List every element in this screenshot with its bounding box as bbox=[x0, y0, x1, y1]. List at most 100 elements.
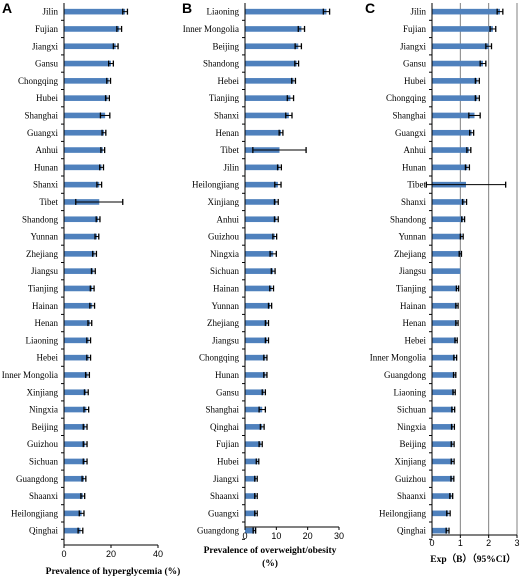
category-label: Jiangsu bbox=[212, 335, 240, 345]
category-label: Hunan bbox=[34, 162, 58, 172]
category-label: Fujian bbox=[403, 24, 427, 34]
category-label: Guangdong bbox=[197, 526, 239, 536]
category-label: Guangdong bbox=[384, 370, 426, 380]
bar bbox=[245, 493, 256, 499]
category-label: Heilongjiang bbox=[11, 508, 58, 518]
category-label: Guangxi bbox=[208, 508, 239, 518]
category-label: Jiangsu bbox=[31, 266, 59, 276]
category-label: Beijing bbox=[400, 439, 427, 449]
bar bbox=[245, 372, 266, 378]
bar bbox=[432, 95, 478, 101]
bar bbox=[432, 320, 457, 326]
bar bbox=[245, 475, 256, 482]
x-axis-label: Prevalence of hyperglycemia (%) bbox=[46, 566, 181, 577]
category-label: Inner Mongolia bbox=[2, 370, 58, 380]
category-label: Hebei bbox=[405, 335, 427, 345]
bar bbox=[245, 302, 271, 309]
bar bbox=[432, 233, 462, 240]
category-label: Sichuan bbox=[210, 266, 239, 276]
category-label: Qinghai bbox=[210, 422, 239, 432]
category-label: Xinjiang bbox=[208, 197, 240, 207]
category-label: Hainan bbox=[213, 283, 239, 293]
bar bbox=[245, 441, 261, 447]
bar bbox=[64, 527, 81, 534]
bar bbox=[245, 510, 256, 517]
category-label: Hunan bbox=[215, 370, 239, 380]
category-label: Anhui bbox=[404, 145, 427, 155]
x-tick-label: 40 bbox=[153, 549, 163, 559]
bar bbox=[64, 285, 93, 292]
category-label: Jiangxi bbox=[32, 41, 58, 51]
category-label: Gansu bbox=[403, 59, 426, 69]
x-tick-label: 10 bbox=[271, 531, 281, 541]
category-label: Shandong bbox=[390, 214, 427, 224]
bar bbox=[245, 164, 280, 171]
panel-letter: B bbox=[182, 0, 192, 16]
bar bbox=[432, 527, 448, 534]
category-label: Hubei bbox=[404, 76, 426, 86]
bar bbox=[64, 320, 90, 326]
bar bbox=[432, 199, 465, 205]
bar bbox=[432, 164, 468, 171]
category-label: Shanxi bbox=[214, 110, 240, 120]
category-label: Hainan bbox=[400, 301, 426, 311]
bar bbox=[432, 43, 489, 50]
bar bbox=[245, 424, 263, 430]
category-label: Xinjiang bbox=[395, 456, 427, 466]
category-label: Hubei bbox=[217, 456, 239, 466]
bar bbox=[64, 441, 86, 447]
category-label: Heilongjiang bbox=[379, 508, 426, 518]
bar bbox=[64, 406, 87, 413]
category-label: Qinghai bbox=[29, 526, 58, 536]
bar bbox=[64, 337, 89, 344]
category-label: Shaanxi bbox=[210, 491, 239, 501]
bar bbox=[245, 320, 267, 326]
category-label: Yunnan bbox=[399, 232, 427, 242]
category-label: Jiangxi bbox=[400, 41, 426, 51]
bar bbox=[432, 510, 449, 517]
bar bbox=[64, 389, 87, 396]
bar bbox=[432, 78, 478, 84]
bar bbox=[64, 424, 86, 430]
x-tick-label: 30 bbox=[334, 531, 344, 541]
bar bbox=[245, 129, 282, 136]
category-label: Inner Mongolia bbox=[370, 353, 426, 363]
category-label: Anhui bbox=[36, 145, 59, 155]
bar bbox=[245, 26, 302, 32]
bar bbox=[64, 95, 108, 101]
category-label: Tibet bbox=[220, 145, 239, 155]
category-label: Tianjing bbox=[209, 93, 240, 103]
category-label: Guangxi bbox=[27, 128, 58, 138]
bar bbox=[432, 337, 457, 344]
bar bbox=[245, 78, 294, 84]
category-label: Shanxi bbox=[401, 197, 427, 207]
bar bbox=[245, 216, 277, 223]
x-axis-label: Prevalence of overweight/obesity (%) bbox=[204, 546, 337, 569]
bar bbox=[245, 112, 289, 119]
bar bbox=[64, 78, 109, 84]
x-tick-label: 0 bbox=[242, 531, 247, 541]
bar bbox=[245, 458, 258, 465]
x-tick-label: 20 bbox=[303, 531, 313, 541]
category-label: Liaoning bbox=[394, 387, 427, 397]
bar bbox=[245, 43, 299, 50]
category-label: Sichuan bbox=[29, 456, 58, 466]
bar bbox=[64, 26, 120, 32]
category-label: Anhui bbox=[217, 214, 240, 224]
bar bbox=[245, 354, 266, 361]
category-label: Hubei bbox=[36, 93, 58, 103]
bar bbox=[432, 216, 464, 223]
bar bbox=[64, 458, 86, 465]
category-label: Fujian bbox=[216, 439, 240, 449]
category-label: Sichuan bbox=[397, 405, 426, 415]
category-label: Shanghai bbox=[25, 110, 59, 120]
category-label: Henan bbox=[403, 318, 427, 328]
bar bbox=[245, 268, 274, 274]
bar bbox=[432, 129, 472, 136]
category-label: Jiangxi bbox=[213, 474, 239, 484]
x-axis-label: Exp（B）（95%CI） bbox=[430, 553, 516, 565]
category-label: Shandong bbox=[22, 214, 59, 224]
category-label: Gansu bbox=[216, 387, 239, 397]
bar bbox=[64, 302, 93, 309]
